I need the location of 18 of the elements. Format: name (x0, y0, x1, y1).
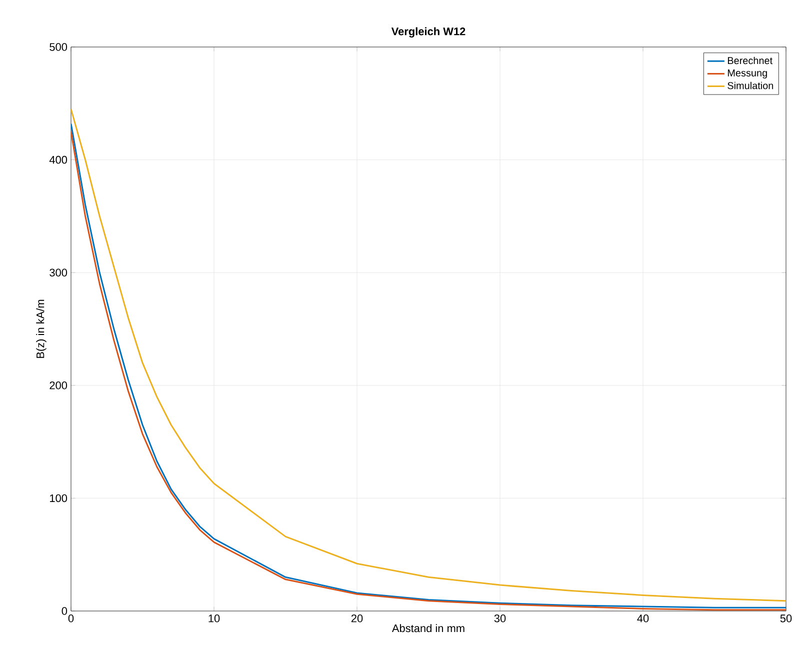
legend-label: Berechnet (728, 56, 773, 64)
x-tick-label: 40 (637, 614, 649, 622)
legend-label: Simulation (728, 82, 774, 90)
legend-label: Messung (728, 70, 767, 78)
y-tick-label: 500 (50, 43, 68, 51)
y-tick-label: 100 (50, 494, 68, 502)
x-tick-label: 10 (208, 614, 220, 622)
x-tick-label: 50 (780, 614, 792, 622)
y-axis-title: B(z) in kA/m (36, 300, 46, 358)
y-tick-label: 200 (50, 382, 68, 390)
chart-title: Vergleich W12 (391, 27, 466, 38)
x-tick-label: 30 (494, 614, 506, 622)
y-tick-label: 400 (49, 156, 68, 164)
x-tick-label: 0 (68, 614, 74, 622)
y-tick-label: 300 (50, 268, 68, 276)
x-tick-label: 20 (351, 614, 363, 622)
y-tick-label: 0 (62, 607, 68, 615)
x-axis-title: Abstand in mm (392, 624, 464, 632)
